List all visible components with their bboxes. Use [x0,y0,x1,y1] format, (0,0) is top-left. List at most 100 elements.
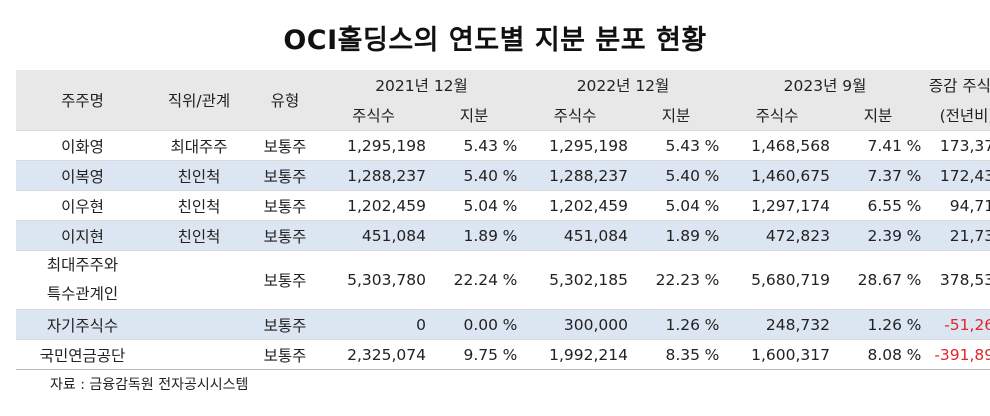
change-cell: -51,268 [926,309,990,340]
table-row: 국민연금공단 보통주 2,325,074 9.75% 1,992,214 8.35% 1,6… [16,339,990,370]
percent-sign: % [700,160,724,191]
shares-2021: 451,084 [321,220,426,251]
shares-2022: 1,992,214 [522,339,628,370]
header-2022: 2022년 12월 [576,77,670,95]
header-change: 증감 주식수 [928,77,990,95]
header-type: 유형 [270,92,300,110]
change-cell: 173,370 [926,130,990,161]
percent-sign: % [902,309,927,340]
change-cell: 94,715 [926,190,990,221]
shareholder-name: 자기주식수 [16,309,149,340]
percent-sign: % [498,220,522,251]
header-stake-2022: 지분 [661,107,691,125]
shares-2023: 1,468,568 [724,130,830,161]
percent-sign: % [902,339,927,370]
relation-cell: 친인척 [149,190,249,221]
type-cell: 보통주 [249,339,321,370]
stake-2023: 7.41 [830,130,902,161]
change-cell: 172,438 [926,160,990,191]
stake-2023: 1.26 [830,309,902,340]
percent-sign: % [700,339,724,370]
table-row: 이지현 친인척 보통주 451,084 1.89% 451,084 1.89% 472,823… [16,220,990,251]
shares-2021: 0 [321,309,426,340]
header-2023: 2023년 9월 [783,77,867,95]
shares-2021: 2,325,074 [321,339,426,370]
relation-cell: 친인척 [149,220,249,251]
percent-sign: % [700,190,724,221]
stake-2023: 28.67 [830,250,902,310]
stake-2022: 1.89 [628,220,700,251]
shares-2023: 5,680,719 [724,250,830,310]
table-row: 이복영 친인척 보통주 1,288,237 5.40% 1,288,237 5.40% 1,4… [16,160,990,191]
shareholder-name: 국민연금공단 [16,339,149,370]
percent-sign: % [700,309,724,340]
shares-2021: 1,202,459 [321,190,426,221]
header-stake-2023: 지분 [863,107,893,125]
percent-sign: % [700,130,724,161]
percent-sign: % [902,130,927,161]
table-row: 이우현 친인척 보통주 1,202,459 5.04% 1,202,459 5.04% 1,2… [16,190,990,221]
percent-sign: % [700,220,724,251]
shareholding-table: 주주명 직위/관계 유형 2021년 12월 2022년 12월 2023년 9… [16,70,990,370]
shares-2021: 1,288,237 [321,160,426,191]
stake-2022: 8.35 [628,339,700,370]
stake-2022: 5.04 [628,190,700,221]
shares-2023: 1,297,174 [724,190,830,221]
relation-cell [149,339,249,370]
stake-2023: 8.08 [830,339,902,370]
stake-2022: 5.43 [628,130,700,161]
shareholder-name: 이지현 [16,220,149,251]
header-change-sub: (전년비) [939,107,990,125]
type-cell: 보통주 [249,309,321,340]
header-stake-2021: 지분 [459,107,489,125]
header-shares-2022: 주식수 [553,107,597,125]
percent-sign: % [498,309,522,340]
shares-2022: 1,202,459 [522,190,628,221]
stake-2022: 1.26 [628,309,700,340]
shares-2023: 1,600,317 [724,339,830,370]
stake-2021: 5.04 [426,190,498,221]
stake-2022: 5.40 [628,160,700,191]
header-shares-2023: 주식수 [755,107,799,125]
change-cell: 378,534 [926,250,990,310]
stake-2021: 5.43 [426,130,498,161]
percent-sign: % [902,220,927,251]
shares-2023: 1,460,675 [724,160,830,191]
type-cell: 보통주 [249,130,321,161]
page-title: OCI홀딩스의 연도별 지분 분포 현황 [283,25,707,56]
stake-2023: 7.37 [830,160,902,191]
shareholder-name: 이복영 [16,160,149,191]
shares-2023: 472,823 [724,220,830,251]
relation-cell: 친인척 [149,160,249,191]
shares-2023: 248,732 [724,309,830,340]
percent-sign: % [700,250,724,310]
change-cell: 21,739 [926,220,990,251]
change-cell: -391,897 [926,339,990,370]
stake-2021: 22.24 [426,250,498,310]
shares-2021: 5,303,780 [321,250,426,310]
type-cell: 보통주 [249,190,321,221]
header-relation: 직위/관계 [167,92,231,110]
shareholder-name: 이우현 [16,190,149,221]
percent-sign: % [902,160,927,191]
table-row: 최대주주와 특수관계인 보통주 5,303,780 22.24% 5,302,185 22.… [16,250,990,310]
relation-cell [149,309,249,340]
percent-sign: % [498,250,522,310]
source-note: 자료 : 금융감독원 전자공시시스템 [50,377,249,393]
stake-2021: 9.75 [426,339,498,370]
header-2021: 2021년 12월 [375,77,468,95]
shareholder-name: 최대주주와 특수관계인 [16,250,149,310]
stake-2023: 6.55 [830,190,902,221]
header-shareholder: 주주명 [61,92,104,110]
percent-sign: % [902,190,927,221]
type-cell: 보통주 [249,250,321,310]
header-row-1: 주주명 직위/관계 유형 2021년 12월 2022년 12월 2023년 9… [16,70,990,110]
shares-2022: 1,295,198 [522,130,628,161]
shares-2022: 1,288,237 [522,160,628,191]
table-row: 자기주식수 보통주 0 0.00% 300,000 1.26% 248,732 1.26% -5… [16,309,990,340]
stake-2021: 1.89 [426,220,498,251]
stake-2021: 0.00 [426,309,498,340]
shares-2022: 300,000 [522,309,628,340]
relation-cell: 최대주주 [149,130,249,161]
stake-2023: 2.39 [830,220,902,251]
